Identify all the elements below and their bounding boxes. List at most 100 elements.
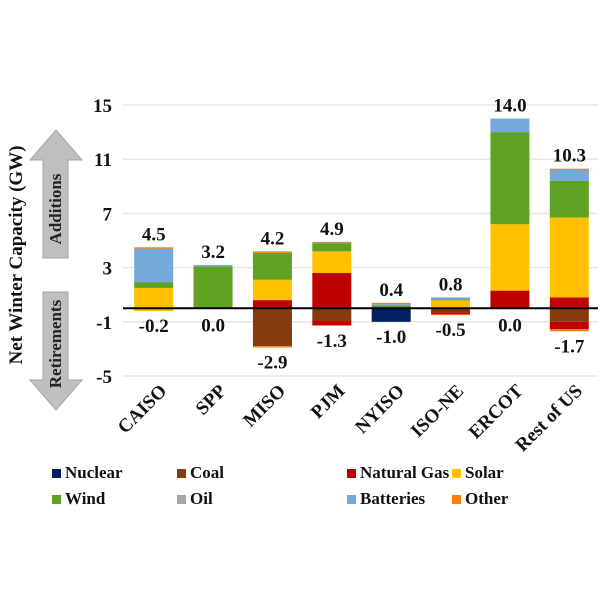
retirements-total-label: -1.3 (317, 331, 347, 352)
bar-segment-other (549, 329, 589, 332)
legend-item-oil: Oil (177, 489, 213, 509)
y-tick-label: -5 (96, 367, 112, 388)
additions-arrow: Additions (28, 129, 84, 259)
additions-total-label: 3.2 (201, 242, 225, 263)
bar-segment-solar (431, 300, 471, 309)
y-axis-title: Net Winter Capacity (GW) (6, 145, 27, 364)
bar-segment-coal (549, 308, 589, 322)
legend-swatch (347, 494, 356, 504)
down-arrow-icon (28, 291, 84, 411)
y-axis-ticks: 15 11 7 3 -1 -5 (93, 96, 113, 388)
bar-segment-other (371, 302, 411, 305)
bar-segment-wind (312, 243, 352, 252)
legend-label: Solar (465, 463, 504, 482)
legend-swatch (52, 494, 61, 504)
legend-swatch (177, 468, 186, 478)
legend-label: Other (465, 489, 509, 508)
bar-segment-solar (490, 224, 530, 291)
legend-item-batteries: Batteries (347, 489, 425, 509)
bar-segment-solar (312, 251, 352, 274)
retirements-label: Retirements (46, 299, 65, 388)
legend-label: Coal (190, 463, 224, 482)
bar-segment-nuclear (371, 308, 411, 322)
bar-segment-batteries (549, 170, 589, 181)
bar-segment-batteries (312, 242, 352, 244)
bar-segment-wind (371, 305, 411, 309)
legend-swatch (452, 494, 461, 504)
legend-item-other: Other (452, 489, 508, 509)
retirements-total-label: -0.5 (436, 320, 466, 341)
bar-segment-natural-gas (252, 300, 292, 309)
bar-segment-coal (312, 308, 352, 321)
bar-segment-batteries (193, 264, 233, 267)
bar-segment-wind (490, 132, 530, 225)
x-category-label: CAISO (114, 381, 171, 438)
y-tick-label: 15 (93, 96, 112, 117)
y-tick-label: 7 (103, 204, 113, 225)
x-category-label: NYISO (351, 381, 408, 438)
additions-total-label: 14.0 (493, 96, 526, 117)
legend-item-coal: Coal (177, 463, 224, 483)
bar-segment-natural-gas (312, 320, 352, 326)
bar-segment-other (431, 314, 471, 316)
legend-label: Natural Gas (360, 463, 450, 482)
bar-segment-wind (431, 299, 471, 301)
retirements-total-label: -1.7 (554, 336, 585, 357)
bar-segment-other (549, 168, 589, 171)
bar-segment-solar (252, 279, 292, 301)
bar-segment-other (134, 247, 174, 249)
legend-item-solar: Solar (452, 463, 504, 483)
retirements-total-label: 0.0 (201, 315, 225, 336)
bar-segment-wind (252, 252, 292, 280)
legend-item-nuclear: Nuclear (52, 463, 123, 483)
retirements-total-label: -2.9 (257, 353, 287, 374)
bar-segment-coal (252, 308, 292, 347)
additions-label: Additions (46, 173, 65, 244)
retirements-total-label: -1.0 (376, 327, 406, 348)
bar-segment-natural-gas (490, 290, 530, 309)
bar-segment-batteries (371, 304, 411, 306)
bar-segment-solar (134, 308, 174, 311)
bar-segment-batteries (490, 118, 530, 133)
retirements-total-label: -0.2 (139, 316, 169, 337)
data-labels: 4.5 -0.2 3.2 0.0 4.2 -2.9 4.9 -1.3 0.4 -1.0 0.8 -0.… (139, 96, 586, 374)
legend-label: Batteries (360, 489, 426, 508)
additions-total-label: 0.8 (439, 274, 463, 295)
up-arrow-icon (28, 129, 84, 259)
legend-label: Nuclear (65, 463, 123, 482)
x-category-label: SPP (192, 380, 231, 419)
y-tick-label: 11 (94, 150, 112, 171)
bar-segment-solar (134, 287, 174, 309)
bar-segment-other (252, 251, 292, 253)
legend-swatch (177, 494, 186, 504)
bar-segment-natural-gas (431, 312, 471, 315)
bar-segment-wind (193, 266, 233, 309)
bar-segment-coal (431, 308, 471, 313)
additions-total-label: 4.5 (142, 224, 166, 245)
additions-total-label: 0.4 (379, 280, 403, 301)
legend-item-wind: Wind (52, 489, 105, 509)
x-category-label: ISO-NE (407, 381, 468, 442)
bar-segment-other (312, 325, 352, 326)
bars (134, 118, 589, 348)
additions-total-label: 4.9 (320, 219, 344, 240)
bar-segment-natural-gas (549, 297, 589, 309)
legend-label: Wind (65, 489, 106, 508)
x-category-label: MISO (239, 381, 290, 432)
legend-item-natural-gas: Natural Gas (347, 463, 449, 483)
legend-swatch (347, 468, 356, 478)
additions-total-label: 10.3 (553, 146, 586, 167)
y-tick-label: -1 (96, 313, 112, 334)
legend-swatch (452, 468, 461, 478)
bar-segment-wind (549, 180, 589, 218)
bar-segment-natural-gas (549, 321, 589, 330)
bar-segment-batteries (431, 297, 471, 300)
bar-segment-other (312, 241, 352, 243)
bar-segment-batteries (134, 248, 174, 283)
retirements-total-label: 0.0 (498, 315, 522, 336)
legend-label: Oil (190, 489, 213, 508)
x-category-label: PJM (307, 381, 350, 424)
y-tick-label: 3 (103, 259, 113, 280)
